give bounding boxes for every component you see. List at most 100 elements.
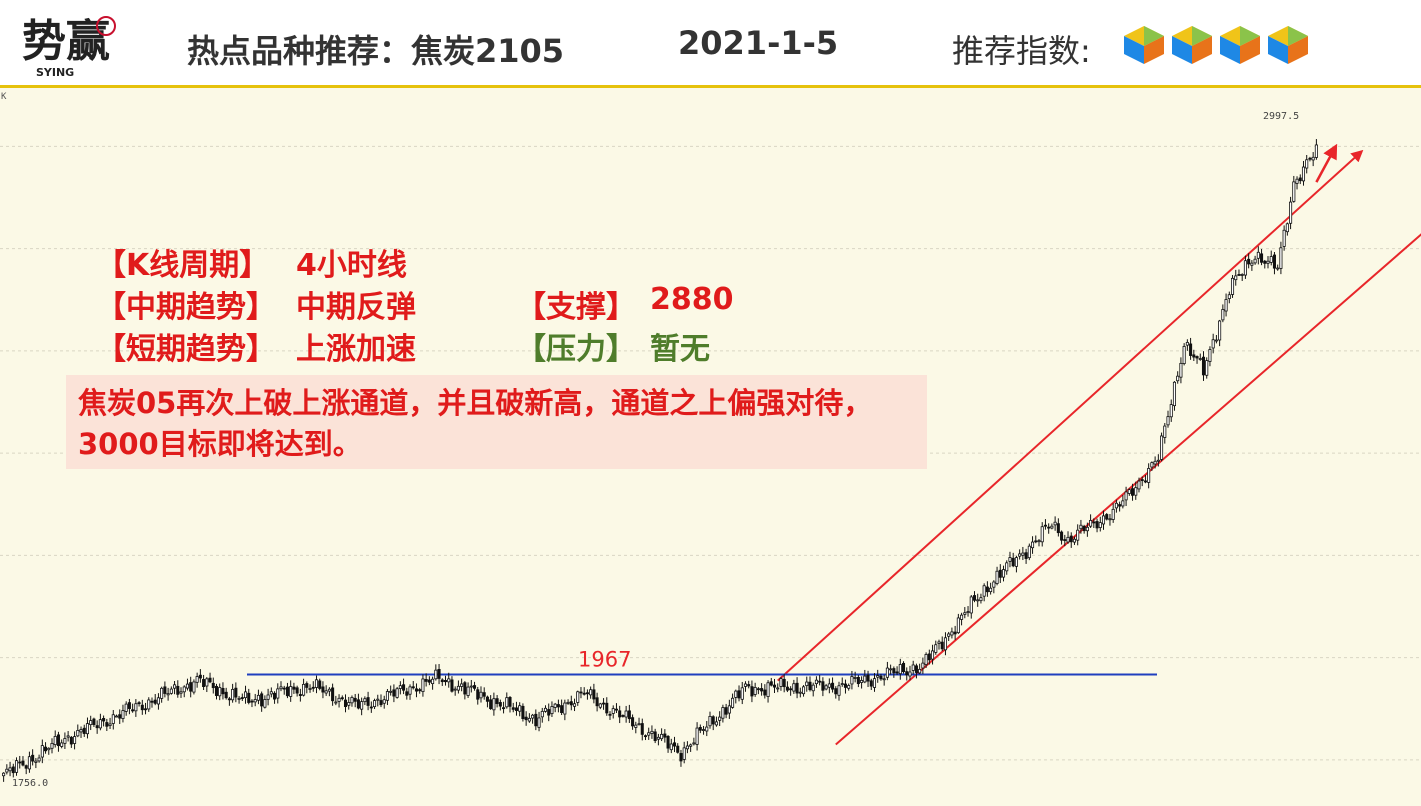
candle-body — [650, 730, 654, 734]
candle — [743, 681, 748, 692]
candle-body — [1279, 247, 1283, 269]
candle-body — [89, 720, 93, 726]
candle — [1153, 456, 1157, 469]
candle-body — [34, 760, 38, 763]
candle — [1027, 543, 1031, 561]
candle — [672, 736, 677, 753]
candle-body — [37, 757, 41, 762]
candle-body — [1182, 346, 1186, 365]
candle-body — [531, 714, 535, 719]
candle — [295, 685, 299, 697]
candle — [553, 702, 557, 713]
candle-body — [1311, 156, 1315, 161]
candle-body — [634, 724, 638, 728]
candle — [895, 666, 899, 676]
candle-body — [8, 767, 12, 772]
candle-body — [511, 707, 515, 710]
candle-body — [243, 691, 248, 699]
candle-body — [453, 688, 457, 691]
channel-line — [835, 233, 1421, 746]
candle — [708, 711, 712, 729]
candle — [221, 682, 225, 700]
candle-body — [976, 599, 980, 602]
candle — [653, 728, 657, 744]
candle-body — [247, 692, 251, 703]
candle — [979, 593, 983, 604]
candle-body — [666, 735, 670, 749]
candle — [466, 682, 470, 698]
candle — [1289, 196, 1293, 230]
candle — [1089, 514, 1093, 528]
candle — [869, 678, 873, 690]
candle-body — [602, 702, 606, 705]
candle — [321, 681, 325, 699]
candle-body — [1179, 362, 1183, 378]
candle — [140, 699, 144, 715]
candle — [134, 699, 138, 717]
candle — [11, 763, 15, 778]
candle — [208, 672, 212, 684]
candle-body — [885, 667, 889, 678]
candle — [311, 681, 315, 692]
candle-body — [105, 722, 109, 727]
candle-body — [685, 745, 689, 750]
candle-body — [437, 668, 441, 679]
candle-body — [1050, 525, 1054, 529]
candle-body — [627, 710, 631, 720]
candle-body — [1089, 520, 1093, 527]
candle-body — [598, 703, 602, 708]
candle — [763, 684, 767, 699]
candle — [572, 698, 577, 712]
candle-body — [314, 679, 319, 688]
candle-body — [1018, 553, 1022, 557]
candle-body — [408, 686, 412, 695]
candle — [934, 640, 938, 655]
support-value: 2880 — [650, 282, 734, 317]
candle-body — [1101, 515, 1106, 525]
candle-body — [1282, 229, 1286, 247]
candle — [663, 729, 667, 743]
candle-body — [556, 704, 560, 708]
candle-body — [979, 597, 983, 602]
candle-body — [1305, 159, 1309, 169]
candle-body — [1082, 525, 1086, 532]
candle — [424, 673, 428, 687]
candle — [498, 699, 502, 711]
candle — [863, 669, 867, 684]
candle — [753, 682, 757, 697]
candle-body — [398, 685, 402, 689]
candle — [1205, 357, 1209, 379]
candle — [343, 694, 348, 713]
candle — [21, 756, 25, 767]
candle — [798, 687, 802, 698]
candle-body — [1172, 381, 1176, 407]
support-line-label: 1967 — [578, 647, 631, 671]
candle-body — [640, 723, 644, 735]
candle — [853, 671, 857, 683]
candle — [889, 664, 893, 675]
candle — [1001, 565, 1006, 582]
candle-body — [1208, 349, 1212, 362]
candle — [453, 686, 457, 696]
candle — [1156, 454, 1160, 467]
candle — [969, 594, 973, 619]
candle-body — [234, 687, 238, 698]
candle — [1198, 353, 1202, 361]
candle-body — [82, 727, 86, 734]
candle-body — [550, 706, 554, 715]
candle — [505, 692, 509, 709]
candle — [860, 676, 864, 689]
candle — [524, 711, 528, 726]
candle-body — [1140, 479, 1144, 481]
candle — [34, 758, 38, 769]
candle — [1095, 518, 1099, 533]
candle — [1101, 510, 1106, 530]
candle — [1105, 513, 1109, 521]
candle-body — [1066, 536, 1070, 543]
candle-body — [624, 710, 628, 718]
candle-body — [1108, 518, 1112, 521]
candle-body — [292, 686, 296, 690]
pressure-label: 【压力】 — [516, 332, 636, 367]
candle-body — [537, 717, 541, 728]
candle-body — [1276, 267, 1280, 270]
